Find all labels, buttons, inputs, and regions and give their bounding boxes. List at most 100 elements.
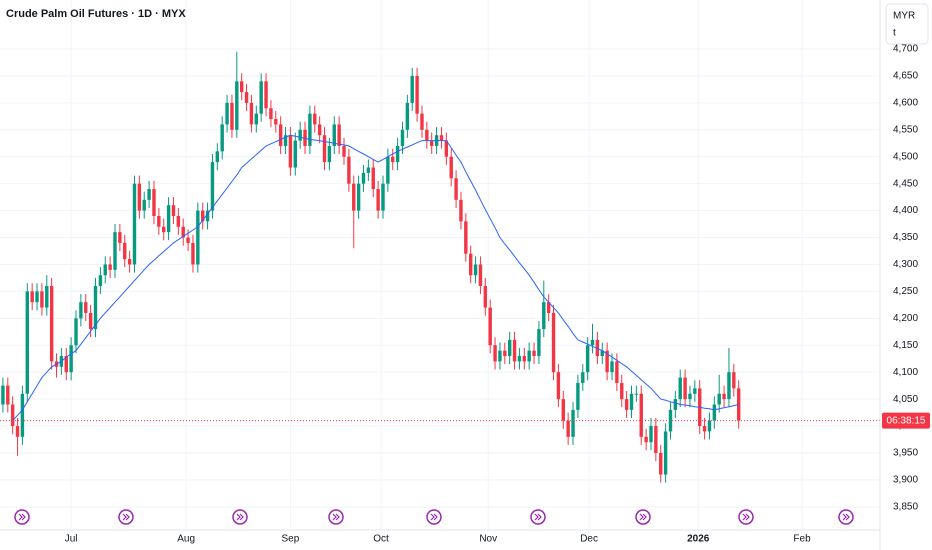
candle-body: [303, 129, 307, 146]
y-tick-label: 3,900: [893, 475, 918, 486]
candle-body: [308, 113, 312, 146]
candle-body: [79, 302, 83, 319]
candle-body: [332, 124, 336, 146]
candle-body: [103, 264, 107, 276]
candle-body: [356, 183, 361, 211]
candle-body: [400, 129, 405, 146]
candle-body: [176, 215, 181, 227]
y-tick-label: 4,050: [893, 394, 918, 405]
candle-body: [473, 264, 478, 276]
candle-body: [386, 156, 390, 184]
candle-body: [415, 75, 419, 114]
event-arrow: [332, 513, 340, 521]
candle-body: [239, 81, 244, 93]
y-tick-label: 4,400: [893, 205, 918, 216]
candle-body: [556, 372, 561, 400]
candle-body: [546, 302, 551, 313]
candle-body: [317, 124, 322, 136]
candle-body: [644, 436, 648, 443]
y-tick-label: 4,350: [893, 232, 918, 243]
candle-body: [210, 162, 215, 211]
y-tick-label: 4,100: [893, 367, 918, 378]
x-tick-label: Aug: [177, 534, 195, 545]
candle-body: [576, 382, 580, 410]
y-tick-label: 4,450: [893, 178, 918, 189]
y-tick-label: 4,500: [893, 151, 918, 162]
candle-body: [551, 312, 556, 373]
candle-body: [483, 286, 488, 308]
candle-body: [707, 420, 712, 432]
candle-body: [113, 232, 117, 270]
candle-body: [391, 156, 395, 163]
candle-body: [381, 183, 385, 211]
candle-body: [585, 345, 590, 373]
candle-body: [342, 145, 346, 157]
candle-body: [712, 404, 717, 421]
candle-body: [702, 426, 707, 432]
candle-body: [376, 189, 380, 211]
candle-body: [454, 178, 458, 200]
candle-body: [493, 345, 497, 362]
candle-body: [25, 291, 29, 394]
candle-body: [444, 140, 449, 157]
candle-body: [157, 215, 161, 227]
moving-average: [12, 134, 739, 422]
candle-body: [649, 426, 653, 443]
grid: [0, 0, 880, 530]
candle-body: [123, 242, 127, 260]
candle-body: [654, 426, 658, 453]
candle-body: [371, 167, 375, 190]
candle-body: [254, 113, 259, 125]
candle-body: [274, 119, 278, 125]
candle-body: [688, 393, 692, 400]
event-icons: [14, 509, 854, 525]
candle-body: [74, 318, 78, 346]
candle-body: [468, 253, 473, 276]
candle-body: [98, 275, 103, 287]
candle-body: [410, 75, 414, 103]
candle-body: [527, 350, 531, 362]
candle-body: [425, 129, 429, 141]
candle-body: [186, 237, 190, 243]
candle-body: [215, 151, 220, 163]
candle-body: [69, 345, 73, 373]
candle-body: [566, 420, 570, 437]
candle-body: [561, 399, 565, 421]
candle-body: [127, 259, 132, 265]
event-arrow: [742, 513, 750, 521]
candle-body: [361, 172, 366, 184]
candle-body: [40, 291, 44, 308]
event-arrow: [430, 513, 438, 521]
event-arrow: [236, 513, 244, 521]
event-arrow: [639, 513, 647, 521]
candle-body: [64, 356, 68, 373]
candle-body: [93, 286, 98, 330]
y-tick-label: 4,150: [893, 340, 918, 351]
candle-body: [108, 264, 112, 270]
candle-body: [283, 135, 288, 146]
candle-body: [532, 350, 536, 357]
x-tick-label: Feb: [793, 534, 811, 545]
x-tick-label: Sep: [282, 534, 300, 545]
candle-body: [84, 302, 88, 313]
candle-body: [205, 210, 210, 222]
plot: [0, 51, 880, 483]
candle-body: [727, 372, 731, 400]
candle-body: [517, 356, 522, 362]
candle-body: [30, 291, 34, 303]
candle-body: [171, 205, 176, 216]
currency-box[interactable]: [885, 3, 929, 45]
candle-body: [449, 156, 453, 179]
y-tick-label: 4,300: [893, 259, 918, 270]
candle-body: [45, 286, 49, 308]
y-tick-label: 3,950: [893, 448, 918, 459]
candle-body: [225, 102, 229, 125]
candle-body: [49, 286, 54, 362]
candle-body: [439, 135, 444, 141]
candle-body: [600, 350, 604, 357]
candle-body: [722, 393, 726, 400]
countdown: 06:38:15: [887, 415, 926, 426]
candle-body: [488, 307, 492, 346]
